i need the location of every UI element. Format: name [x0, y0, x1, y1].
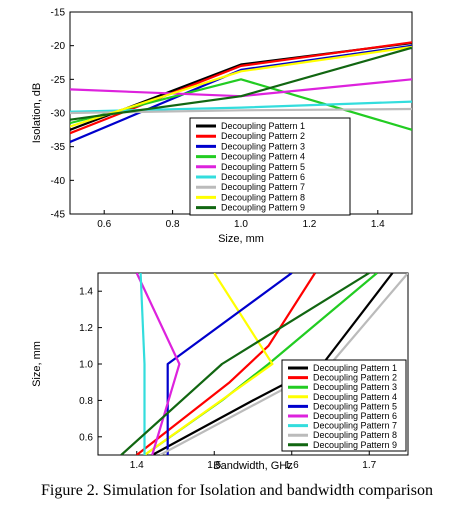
- legend-label: Decoupling Pattern 5: [313, 401, 397, 411]
- y-tick-label: 0.8: [79, 396, 93, 407]
- isolation-chart: 0.6 0.8 1.0 1.2 1.4 -45 -40 -35 -30 -25 -20 -15 Size…: [31, 8, 413, 245]
- y-axis-label: Isolation, dB: [31, 83, 43, 144]
- bandwidth-chart: 1.4 1.5 1.6 1.7 0.6 0.8 1.0 1.2 1.4 Bandwidth, GH…: [31, 272, 409, 472]
- legend-label: Decoupling Pattern 7: [221, 182, 305, 192]
- y-tick-label: -30: [51, 109, 66, 120]
- y-tick-label: 1.0: [79, 360, 93, 371]
- series-line-1: [70, 41, 412, 131]
- x-tick-label: 1.6: [285, 460, 299, 471]
- y-tick-label: -25: [51, 75, 66, 86]
- legend-label: Decoupling Pattern 9: [313, 440, 397, 450]
- series-line-9: [70, 46, 412, 121]
- x-tick-label: 0.8: [166, 219, 180, 230]
- legend-label: Decoupling Pattern 1: [221, 121, 305, 131]
- series-line-4: [143, 273, 274, 455]
- y-tick-label: 0.6: [79, 432, 93, 443]
- legend-label: Decoupling Pattern 8: [313, 430, 397, 440]
- x-tick-label: 1.4: [371, 219, 385, 230]
- series-lines: [70, 41, 412, 144]
- series-line-8: [70, 45, 412, 128]
- y-tick-label: -15: [51, 8, 66, 19]
- y-tick-label: 1.2: [79, 323, 93, 334]
- legend-label: Decoupling Pattern 4: [313, 392, 397, 402]
- legend-box: [189, 117, 351, 216]
- x-axis-label: Size, mm: [218, 233, 264, 245]
- x-tick-label: 1.0: [234, 219, 248, 230]
- series-lines: [120, 273, 408, 455]
- series-line-5: [166, 273, 293, 455]
- legend-label: Decoupling Pattern 3: [221, 141, 305, 151]
- legend-label: Decoupling Pattern 2: [221, 131, 305, 141]
- x-tick-label: 1.2: [302, 219, 316, 230]
- y-tick-label: 1.4: [79, 287, 93, 298]
- legend-label: Decoupling Pattern 9: [221, 203, 305, 213]
- series-line-2: [136, 273, 316, 455]
- series-line-5: [70, 78, 412, 98]
- x-tick-label: 1.5: [207, 460, 221, 471]
- legend-label: Decoupling Pattern 4: [221, 152, 305, 162]
- series-line-6: [135, 273, 181, 455]
- y-tick-label: -20: [51, 41, 66, 52]
- x-tick-label: 0.6: [97, 219, 111, 230]
- x-tick-label: 1.7: [362, 460, 376, 471]
- x-axis-label: Bandwidth, GHz: [213, 460, 292, 472]
- y-tick-label: -40: [51, 176, 66, 187]
- x-tick-label: 1.4: [130, 460, 144, 471]
- legend-label: Decoupling Pattern 7: [313, 421, 397, 431]
- series-line-7: [139, 273, 146, 455]
- legend-label: Decoupling Pattern 8: [221, 192, 305, 202]
- series-line-6: [70, 100, 412, 113]
- y-tick-label: -45: [51, 210, 66, 221]
- legend-label: Decoupling Pattern 6: [313, 411, 397, 421]
- legend-label: Decoupling Pattern 5: [221, 162, 305, 172]
- series-line-9: [120, 273, 370, 455]
- legend-label: Decoupling Pattern 6: [221, 172, 305, 182]
- legend-label: Decoupling Pattern 2: [313, 373, 397, 383]
- y-tick-label: -35: [51, 142, 66, 153]
- legend-label: Decoupling Pattern 1: [313, 363, 397, 373]
- figure-caption: Figure 2. Simulation for Isolation and b…: [41, 482, 433, 499]
- series-line-3: [70, 44, 412, 144]
- legend-label: Decoupling Pattern 3: [313, 382, 397, 392]
- y-axis-label: Size, mm: [31, 341, 43, 387]
